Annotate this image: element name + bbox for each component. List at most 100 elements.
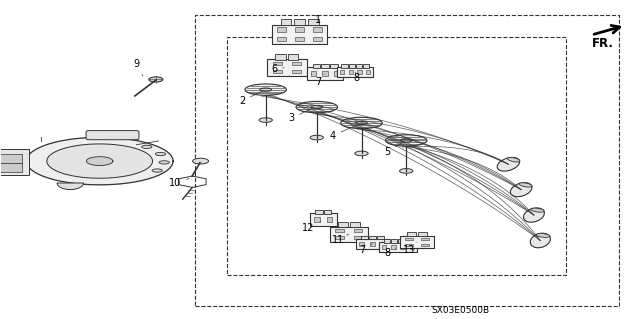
- FancyBboxPatch shape: [312, 64, 320, 68]
- Polygon shape: [26, 137, 173, 185]
- Polygon shape: [86, 157, 113, 166]
- Bar: [334, 71, 340, 76]
- FancyBboxPatch shape: [338, 222, 348, 227]
- FancyBboxPatch shape: [342, 64, 348, 68]
- Text: 7: 7: [360, 244, 372, 255]
- Ellipse shape: [152, 169, 163, 172]
- Polygon shape: [47, 144, 152, 178]
- Bar: [295, 37, 304, 41]
- Text: 13: 13: [403, 242, 417, 255]
- FancyBboxPatch shape: [356, 239, 389, 249]
- Ellipse shape: [510, 183, 532, 197]
- FancyBboxPatch shape: [321, 64, 329, 68]
- Text: 2: 2: [239, 91, 263, 106]
- Bar: [354, 229, 362, 232]
- Bar: [323, 71, 328, 76]
- Bar: [277, 37, 286, 41]
- FancyBboxPatch shape: [308, 19, 319, 25]
- Text: 5: 5: [384, 142, 404, 157]
- Bar: [340, 70, 344, 74]
- Ellipse shape: [156, 152, 166, 156]
- FancyBboxPatch shape: [406, 240, 412, 243]
- Text: 3: 3: [288, 108, 312, 123]
- FancyBboxPatch shape: [267, 59, 307, 76]
- FancyBboxPatch shape: [383, 240, 390, 243]
- Bar: [292, 70, 301, 73]
- FancyBboxPatch shape: [356, 64, 362, 68]
- Text: 10: 10: [169, 178, 189, 188]
- FancyBboxPatch shape: [408, 232, 416, 236]
- Ellipse shape: [530, 233, 550, 248]
- FancyBboxPatch shape: [361, 236, 368, 239]
- Bar: [421, 244, 429, 247]
- Ellipse shape: [245, 84, 287, 95]
- FancyBboxPatch shape: [330, 226, 368, 242]
- Ellipse shape: [536, 234, 550, 237]
- Text: 9: 9: [133, 59, 143, 76]
- Ellipse shape: [311, 106, 323, 109]
- FancyBboxPatch shape: [0, 149, 29, 175]
- Ellipse shape: [531, 208, 544, 212]
- Bar: [354, 236, 362, 240]
- FancyBboxPatch shape: [350, 222, 360, 227]
- Ellipse shape: [259, 118, 273, 122]
- FancyBboxPatch shape: [294, 19, 305, 25]
- Bar: [314, 27, 322, 32]
- Bar: [335, 236, 344, 240]
- Text: FR.: FR.: [591, 37, 613, 49]
- FancyBboxPatch shape: [363, 64, 369, 68]
- Ellipse shape: [355, 151, 368, 156]
- Bar: [335, 229, 344, 232]
- Ellipse shape: [340, 117, 382, 129]
- Bar: [391, 245, 396, 249]
- FancyBboxPatch shape: [398, 240, 405, 243]
- FancyBboxPatch shape: [0, 163, 22, 172]
- Bar: [349, 70, 353, 74]
- Ellipse shape: [159, 161, 170, 164]
- FancyBboxPatch shape: [391, 240, 397, 243]
- Bar: [381, 245, 387, 249]
- FancyBboxPatch shape: [349, 64, 355, 68]
- Text: 12: 12: [302, 221, 321, 233]
- Bar: [295, 27, 304, 32]
- Bar: [421, 238, 429, 241]
- FancyBboxPatch shape: [379, 242, 417, 252]
- FancyBboxPatch shape: [418, 232, 427, 236]
- Text: 4: 4: [330, 124, 359, 141]
- FancyBboxPatch shape: [330, 64, 338, 68]
- Bar: [273, 62, 282, 65]
- Bar: [405, 238, 413, 241]
- Bar: [292, 62, 301, 65]
- Ellipse shape: [356, 121, 367, 125]
- Bar: [195, 15, 619, 306]
- Bar: [380, 242, 385, 246]
- FancyBboxPatch shape: [401, 236, 434, 249]
- FancyBboxPatch shape: [307, 67, 343, 80]
- Text: 1: 1: [315, 15, 321, 25]
- Bar: [359, 242, 364, 246]
- Bar: [227, 37, 566, 275]
- FancyBboxPatch shape: [86, 130, 139, 140]
- Ellipse shape: [310, 135, 323, 140]
- Wedge shape: [57, 183, 84, 189]
- Ellipse shape: [399, 169, 413, 173]
- Text: 8: 8: [353, 72, 360, 83]
- Bar: [310, 71, 316, 76]
- FancyBboxPatch shape: [272, 25, 327, 44]
- FancyBboxPatch shape: [316, 210, 323, 214]
- Bar: [410, 245, 414, 249]
- Ellipse shape: [401, 139, 412, 142]
- Ellipse shape: [497, 157, 520, 171]
- FancyBboxPatch shape: [310, 213, 337, 226]
- Bar: [405, 244, 413, 247]
- Bar: [273, 70, 282, 73]
- Bar: [370, 242, 375, 246]
- FancyBboxPatch shape: [377, 236, 384, 239]
- Ellipse shape: [193, 158, 209, 164]
- Ellipse shape: [141, 145, 152, 148]
- Text: 11: 11: [332, 234, 349, 245]
- FancyBboxPatch shape: [275, 54, 285, 60]
- FancyBboxPatch shape: [337, 67, 373, 77]
- Bar: [366, 70, 371, 74]
- Bar: [357, 70, 362, 74]
